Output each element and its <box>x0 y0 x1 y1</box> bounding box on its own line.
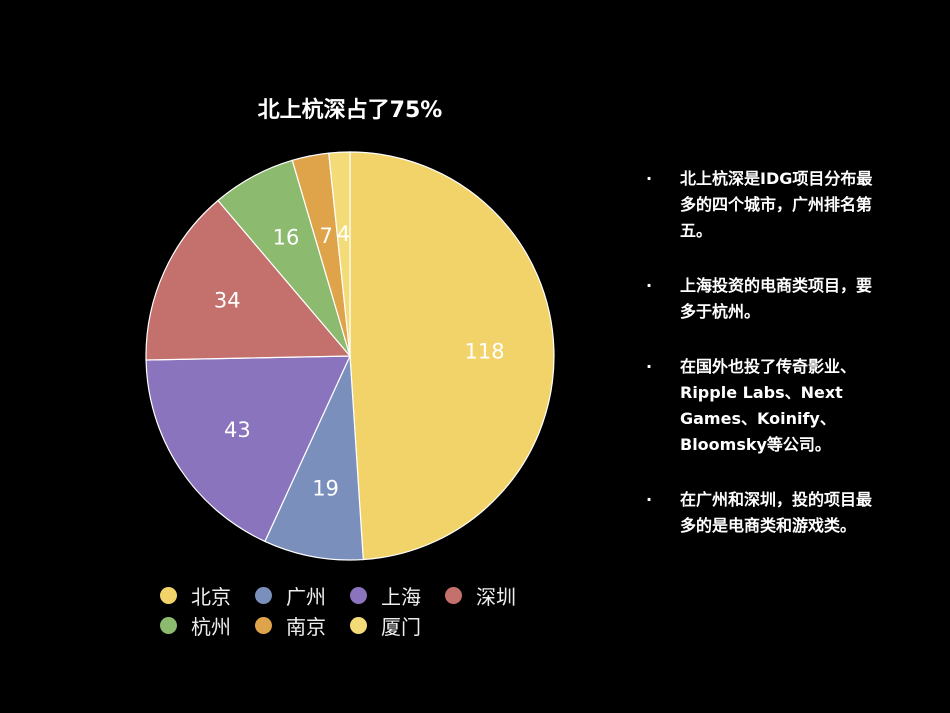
pie-slice-6 <box>328 151 351 357</box>
note-line: 多于杭州。 <box>680 302 761 321</box>
note-line: Ripple Labs、Next <box>680 383 843 402</box>
pie-slice-1 <box>264 355 364 561</box>
notes-list: · 北上杭深是IDG项目分布最 多的四个城市，广州排名第 五。 · 上海投资的电商类项目，… <box>640 166 930 568</box>
note-line: 多的四个城市，广州排名第 <box>680 195 873 214</box>
data-label-2: 43 <box>224 418 251 442</box>
bullet-icon: · <box>646 276 653 295</box>
note-line: Bloomsky等公司。 <box>680 435 831 454</box>
legend-swatch <box>445 586 462 604</box>
legend-item: 上海 <box>350 581 421 610</box>
legend-swatch <box>350 586 367 604</box>
data-label-4: 16 <box>273 226 300 250</box>
note-line: Games、Koinify、 <box>680 409 836 428</box>
data-label-3: 34 <box>214 289 241 313</box>
data-label-0: 118 <box>465 340 505 364</box>
data-label-5: 7 <box>320 224 333 248</box>
legend-item: 深圳 <box>445 581 516 610</box>
legend-row: 杭州 南京 厦门 <box>160 610 560 640</box>
note-line: 在广州和深圳，投的项目最 <box>680 490 873 509</box>
chart-legend: 北京 广州 上海 深圳杭州 南京 厦门 <box>160 580 560 640</box>
pie-slice-3 <box>145 199 352 361</box>
note-line: 在国外也投了传奇影业、 <box>680 357 857 376</box>
data-label-6: 4 <box>337 222 350 246</box>
pie-slice-2 <box>145 355 351 543</box>
legend-label: 南京 <box>286 614 326 639</box>
note-line: 五。 <box>680 221 713 240</box>
legend-swatch <box>160 586 177 604</box>
bullet-icon: · <box>646 169 653 188</box>
note-line: 上海投资的电商类项目，要 <box>680 276 873 295</box>
bullet-icon: · <box>646 357 653 376</box>
legend-label: 北京 <box>191 584 231 609</box>
bullet-icon: · <box>646 490 653 509</box>
note-item: · 在国外也投了传奇影业、 Ripple Labs、Next Games、Koinif… <box>640 354 930 458</box>
legend-item: 杭州 <box>160 611 231 640</box>
legend-label: 厦门 <box>381 614 421 639</box>
legend-item: 广州 <box>255 581 326 610</box>
note-line: 北上杭深是IDG项目分布最 <box>680 169 873 188</box>
note-item: · 北上杭深是IDG项目分布最 多的四个城市，广州排名第 五。 <box>640 166 930 244</box>
legend-label: 杭州 <box>191 614 231 639</box>
legend-swatch <box>160 616 177 634</box>
legend-label: 深圳 <box>476 584 516 609</box>
legend-item: 北京 <box>160 581 231 610</box>
legend-label: 广州 <box>286 584 326 609</box>
chart-title: 北上杭深占了75% <box>257 98 443 123</box>
legend-item: 南京 <box>255 611 326 640</box>
legend-swatch <box>255 586 272 604</box>
data-label-1: 19 <box>312 476 339 500</box>
pie-slice-0 <box>349 151 555 561</box>
legend-swatch <box>255 616 272 634</box>
legend-label: 上海 <box>381 584 421 609</box>
legend-item: 厦门 <box>350 611 421 640</box>
legend-row: 北京 广州 上海 深圳 <box>160 580 560 610</box>
note-line: 多的是电商类和游戏类。 <box>680 516 857 535</box>
note-item: · 在广州和深圳，投的项目最 多的是电商类和游戏类。 <box>640 487 930 539</box>
legend-swatch <box>350 616 367 634</box>
note-item: · 上海投资的电商类项目，要 多于杭州。 <box>640 273 930 325</box>
